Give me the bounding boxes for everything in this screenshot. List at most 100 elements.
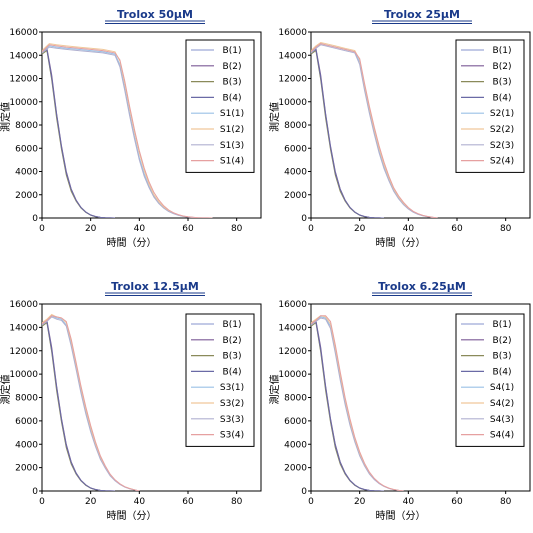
y-axis-label: 測定値 <box>0 375 12 405</box>
x-axis-label: 時間（分） <box>376 237 426 249</box>
y-tick-label: 6000 <box>15 144 38 154</box>
series-line-S2(4) <box>311 43 438 218</box>
y-tick-label: 0 <box>32 487 38 497</box>
y-tick-label: 6000 <box>284 144 307 154</box>
y-tick-label: 10000 <box>278 370 307 380</box>
x-tick-label: 40 <box>134 224 146 234</box>
legend-box <box>455 313 525 447</box>
y-tick-label: 16000 <box>278 28 307 38</box>
y-tick-label: 8000 <box>15 121 38 131</box>
x-tick-label: 20 <box>85 224 97 234</box>
y-tick-label: 2000 <box>15 464 38 474</box>
legend-label: B(1) <box>493 320 512 330</box>
y-axis-label: 測定値 <box>268 102 281 132</box>
chart-title: Trolox 12.5μM <box>111 280 199 293</box>
legend-label: B(3) <box>493 78 512 88</box>
chart-title: Trolox 6.25μM <box>378 280 466 293</box>
legend-label: S4(1) <box>490 383 514 393</box>
legend-label: B(2) <box>223 336 242 346</box>
x-axis-label: 時間（分） <box>107 510 157 522</box>
legend-label: S4(3) <box>490 415 514 425</box>
y-tick-label: 6000 <box>15 417 38 427</box>
y-tick-label: 0 <box>301 214 307 224</box>
y-tick-label: 12000 <box>278 347 307 357</box>
y-tick-label: 16000 <box>9 300 38 310</box>
x-tick-label: 40 <box>134 497 146 507</box>
legend-label: S4(2) <box>490 399 514 409</box>
y-tick-label: 14000 <box>9 323 38 333</box>
x-tick-label: 0 <box>39 497 45 507</box>
x-tick-label: 80 <box>231 224 243 234</box>
x-tick-label: 60 <box>451 497 463 507</box>
legend-label: S1(2) <box>220 125 244 135</box>
legend-label: S4(4) <box>490 431 514 441</box>
y-tick-label: 14000 <box>278 323 307 333</box>
legend-label: S1(3) <box>220 141 244 151</box>
y-tick-label: 8000 <box>284 394 307 404</box>
y-tick-label: 8000 <box>284 121 307 131</box>
y-tick-label: 12000 <box>278 75 307 85</box>
legend-label: B(4) <box>493 93 512 103</box>
y-tick-label: 16000 <box>278 300 307 310</box>
y-tick-label: 16000 <box>9 28 38 38</box>
legend-label: B(1) <box>223 320 242 330</box>
y-tick-label: 2000 <box>284 464 307 474</box>
legend-label: B(3) <box>223 352 242 362</box>
y-tick-label: 0 <box>301 487 307 497</box>
x-tick-label: 60 <box>451 224 463 234</box>
legend-label: B(3) <box>493 352 512 362</box>
y-tick-label: 4000 <box>284 168 307 178</box>
series-line-B(4) <box>311 320 385 491</box>
legend-label: S3(3) <box>220 415 244 425</box>
chart-title: Trolox 25μM <box>384 8 460 21</box>
x-axis-label: 時間（分） <box>107 237 157 249</box>
y-tick-label: 4000 <box>284 440 307 450</box>
y-tick-label: 10000 <box>278 98 307 108</box>
legend-label: B(2) <box>493 336 512 346</box>
series-line-S2(3) <box>311 44 438 218</box>
chart-3: Trolox 12.5μM 0 2000 4000 6000 8000 10000 12000… <box>0 280 262 522</box>
legend-box <box>185 313 255 447</box>
y-axis-label: 測定値 <box>0 102 12 132</box>
legend-label: B(4) <box>223 367 242 377</box>
x-tick-label: 60 <box>182 497 194 507</box>
legend-label: S1(1) <box>220 109 244 119</box>
y-tick-label: 12000 <box>9 347 38 357</box>
x-tick-label: 0 <box>39 224 45 234</box>
y-tick-label: 10000 <box>9 370 38 380</box>
y-tick-label: 12000 <box>9 75 38 85</box>
chart-2: Trolox 25μM 0 2000 4000 6000 8000 10000 12000 14… <box>268 8 531 249</box>
legend-label: S2(4) <box>490 157 514 167</box>
x-tick-label: 20 <box>85 497 97 507</box>
y-tick-label: 2000 <box>15 191 38 201</box>
legend-label: S2(3) <box>490 141 514 151</box>
legend-label: S3(4) <box>220 431 244 441</box>
y-tick-label: 4000 <box>15 168 38 178</box>
x-tick-label: 40 <box>403 224 415 234</box>
legend-label: S2(2) <box>490 125 514 135</box>
series-line-B(4) <box>42 48 116 218</box>
legend-label: B(4) <box>493 367 512 377</box>
x-tick-label: 20 <box>354 497 366 507</box>
x-tick-label: 80 <box>231 497 243 507</box>
legend-label: B(3) <box>223 78 242 88</box>
series-line-S1(4) <box>42 44 213 218</box>
x-tick-label: 40 <box>403 497 415 507</box>
legend-label: B(1) <box>493 46 512 56</box>
series-line-B(4) <box>42 320 116 491</box>
legend-label: B(2) <box>223 62 242 72</box>
x-tick-label: 80 <box>500 224 512 234</box>
legend-box <box>185 39 255 173</box>
y-tick-label: 10000 <box>9 98 38 108</box>
legend-label: S1(4) <box>220 157 244 167</box>
x-tick-label: 20 <box>354 224 366 234</box>
legend-label: B(2) <box>493 62 512 72</box>
x-tick-label: 0 <box>308 497 314 507</box>
legend-label: S3(1) <box>220 383 244 393</box>
series-line-S3(4) <box>42 315 140 491</box>
chart-4: Trolox 6.25μM 0 2000 4000 6000 8000 10000 12000… <box>268 280 531 522</box>
legend-box <box>455 39 525 173</box>
y-tick-label: 14000 <box>278 51 307 61</box>
y-tick-label: 2000 <box>284 191 307 201</box>
